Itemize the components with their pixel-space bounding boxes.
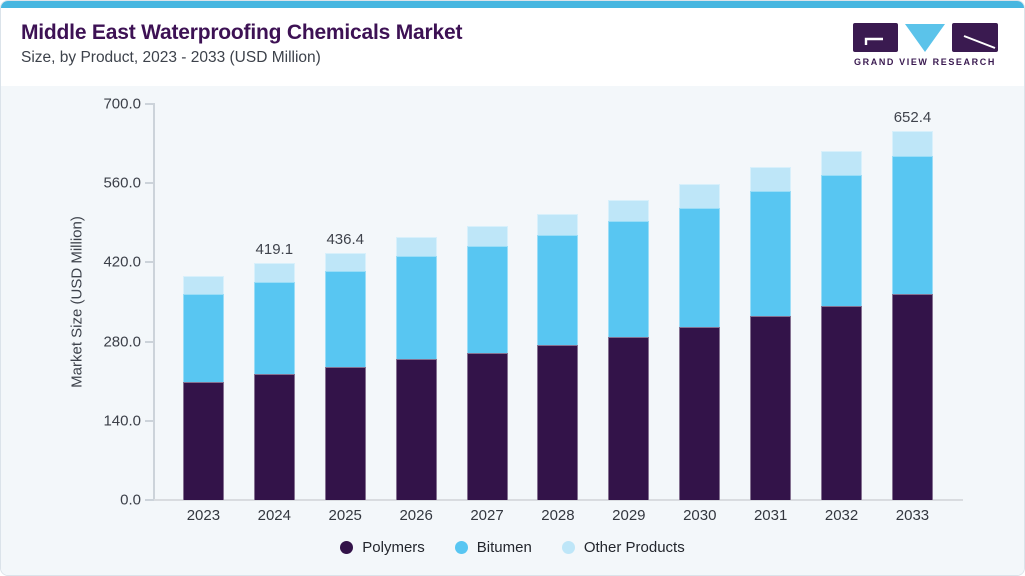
bar-segment-bitumen-2032 xyxy=(821,175,863,307)
bar-segment-other-products-2031 xyxy=(750,167,792,192)
tick-mark-560.0 xyxy=(145,182,154,185)
bar-segment-polymers-2025 xyxy=(324,366,366,500)
x-label-2030: 2030 xyxy=(683,507,717,524)
chart-legend: Polymers Bitumen Other Products xyxy=(1,539,1024,556)
bar-segment-bitumen-2029 xyxy=(608,220,650,338)
tick-mark-420.0 xyxy=(145,261,154,264)
bar-segment-bitumen-2025 xyxy=(324,270,366,367)
tick-label-280.0: 280.0 xyxy=(103,333,141,351)
legend-label: Polymers xyxy=(362,539,425,556)
bar-segment-other-products-2024 xyxy=(253,262,295,283)
x-axis-labels: 2023 2024 2025 2026 2027 2028 2029 2030 2031 2032… xyxy=(153,507,963,524)
x-label-2023: 2023 xyxy=(186,507,221,524)
x-label-2032: 2032 xyxy=(824,507,859,524)
bar-segment-bitumen-2024 xyxy=(253,282,295,374)
bar-2025: 436.4 xyxy=(324,231,366,500)
x-label-2025: 2025 xyxy=(328,507,362,524)
tick-mark-280.0 xyxy=(145,340,154,343)
bar-segment-polymers-2029 xyxy=(608,337,650,500)
bar-segment-other-products-2030 xyxy=(679,184,721,208)
bar-segment-other-products-2027 xyxy=(466,225,508,246)
total-label-2033: 652.4 xyxy=(893,108,932,126)
y-axis-title: Market Size (USD Million) xyxy=(68,216,86,388)
bar-segment-other-products-2033 xyxy=(891,130,933,157)
bar-segment-bitumen-2033 xyxy=(891,156,933,295)
bar-segment-other-products-2023 xyxy=(182,276,224,295)
x-label-2024: 2024 xyxy=(257,507,291,524)
tick-mark-140.0 xyxy=(145,419,154,422)
bar-segment-polymers-2032 xyxy=(821,306,863,500)
bar-2029 xyxy=(608,199,650,500)
bar-2026 xyxy=(395,236,437,500)
bar-segment-bitumen-2027 xyxy=(466,245,508,353)
legend-dot-icon xyxy=(454,541,468,554)
bar-2028 xyxy=(537,213,579,500)
tick-label-140.0: 140.0 xyxy=(103,412,141,430)
total-label-2024: 419.1 xyxy=(255,240,294,258)
bar-segment-other-products-2029 xyxy=(608,199,650,221)
bar-2027 xyxy=(466,225,508,500)
page-title: Middle East Waterproofing Chemicals Mark… xyxy=(21,21,463,44)
bar-segment-other-products-2026 xyxy=(395,236,437,256)
bar-segment-other-products-2028 xyxy=(537,213,579,235)
tick-mark-700.0 xyxy=(145,103,154,105)
bar-segment-polymers-2030 xyxy=(679,327,721,500)
legend-item-other-products: Other Products xyxy=(561,539,685,556)
bar-2033: 652.4 xyxy=(891,108,933,500)
bar-2031 xyxy=(750,167,792,500)
bar-segment-bitumen-2028 xyxy=(537,234,579,345)
x-axis-line xyxy=(145,499,963,501)
chart-area: Market Size (USD Million) 0.0 140.0 280.0 4… xyxy=(1,86,1024,575)
bar-segment-other-products-2032 xyxy=(821,151,863,176)
legend-label: Other Products xyxy=(583,539,685,556)
bar-segment-polymers-2024 xyxy=(253,373,295,500)
total-label-2025: 436.4 xyxy=(326,231,364,249)
bar-plot: 419.1 436.4 652.4 xyxy=(153,104,963,500)
bar-segment-polymers-2033 xyxy=(891,294,933,500)
header: Middle East Waterproofing Chemicals Mark… xyxy=(1,8,1024,86)
legend-item-bitumen: Bitumen xyxy=(454,539,532,556)
x-label-2031: 2031 xyxy=(753,507,788,524)
x-label-2026: 2026 xyxy=(399,507,433,524)
bar-segment-polymers-2026 xyxy=(395,358,437,500)
x-label-2028: 2028 xyxy=(541,507,575,524)
top-accent-bar xyxy=(1,1,1024,8)
page-subtitle: Size, by Product, 2023 - 2033 (USD Milli… xyxy=(21,49,321,66)
bar-2023 xyxy=(182,276,224,500)
gvr-logo-icon: GRAND VIEW RESEARCH xyxy=(853,23,998,67)
bar-segment-bitumen-2026 xyxy=(395,255,437,359)
legend-dot-icon xyxy=(561,541,575,554)
tick-label-700.0: 700.0 xyxy=(103,95,141,113)
tick-mark-0.0 xyxy=(145,499,154,501)
bar-segment-bitumen-2031 xyxy=(750,191,792,317)
tick-label-420.0: 420.0 xyxy=(103,253,141,271)
legend-label: Bitumen xyxy=(476,539,532,556)
bar-2030 xyxy=(679,184,721,500)
bar-segment-polymers-2031 xyxy=(750,316,792,500)
x-label-2033: 2033 xyxy=(895,507,930,524)
x-label-2029: 2029 xyxy=(612,507,646,524)
grand-view-research-logo: GRAND VIEW RESEARCH xyxy=(850,21,1002,67)
logo-wordmark: GRAND VIEW RESEARCH xyxy=(854,57,996,67)
x-label-2027: 2027 xyxy=(470,507,504,524)
bar-segment-other-products-2025 xyxy=(324,253,366,271)
tick-label-560.0: 560.0 xyxy=(103,174,141,192)
bar-2024: 419.1 xyxy=(253,240,295,500)
legend-item-polymers: Polymers xyxy=(340,539,425,556)
y-axis-line xyxy=(153,103,155,501)
legend-dot-icon xyxy=(340,541,354,554)
bar-2032 xyxy=(821,151,863,500)
header-titles: Middle East Waterproofing Chemicals Mark… xyxy=(21,21,462,67)
bar-segment-polymers-2027 xyxy=(466,352,508,500)
bar-segment-polymers-2023 xyxy=(182,381,224,500)
bar-segment-bitumen-2030 xyxy=(679,207,721,328)
bar-segment-bitumen-2023 xyxy=(182,294,224,382)
bar-segment-polymers-2028 xyxy=(537,344,579,500)
tick-label-0.0: 0.0 xyxy=(120,491,141,509)
